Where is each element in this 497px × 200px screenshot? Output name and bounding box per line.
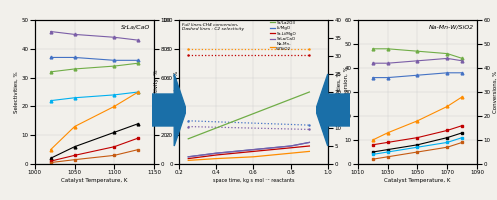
Text: SrLa/CaO: SrLa/CaO	[121, 24, 151, 29]
Polygon shape	[152, 74, 186, 146]
Y-axis label: Conversions, %: Conversions, %	[493, 71, 497, 113]
Polygon shape	[316, 74, 350, 146]
Y-axis label: C2 selectivity, %: C2 selectivity, %	[155, 69, 160, 115]
X-axis label: Catalyst Temperature, K: Catalyst Temperature, K	[384, 178, 451, 183]
Y-axis label: Selectivities, %: Selectivities, %	[14, 71, 19, 113]
Y-axis label: Selectivities, %: Selectivities, %	[337, 71, 342, 113]
X-axis label: space time, kg s mol ⁻¹ reactants: space time, kg s mol ⁻¹ reactants	[213, 178, 294, 183]
Y-axis label: Conversions, %: Conversions, %	[173, 71, 178, 113]
Text: Full lines:CH4 conversion,
Dashed lines : C2 selectivity: Full lines:CH4 conversion, Dashed lines …	[182, 23, 244, 31]
X-axis label: Catalyst Temperature, K: Catalyst Temperature, K	[61, 178, 128, 183]
Legend: Sr/La2O3, Li/MgO, Sr-Li/MgO, SrLa/CaO, Na-Mn-
W/SiO2: Sr/La2O3, Li/MgO, Sr-Li/MgO, SrLa/CaO, N…	[270, 21, 296, 51]
Text: Na-Mn-W/SiO2: Na-Mn-W/SiO2	[428, 24, 474, 29]
Y-axis label: CH4 conversion, %: CH4 conversion, %	[344, 66, 349, 118]
